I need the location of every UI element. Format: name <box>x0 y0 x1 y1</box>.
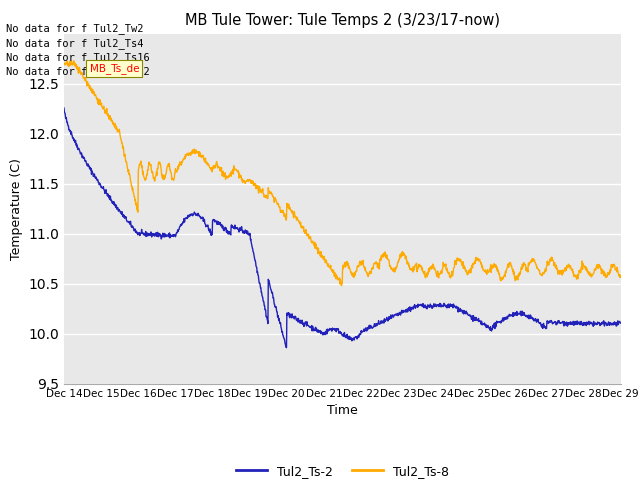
Tul2_Ts-2 <box>297 318 305 324</box>
Tul2_Ts-2 <box>60 105 68 111</box>
Tul2_Ts-8 <box>104 113 111 119</box>
Tul2_Ts-2 <box>318 331 326 336</box>
Tul2_Ts-8 <box>318 254 326 260</box>
Tul2_Ts-2 <box>617 320 625 326</box>
Title: MB Tule Tower: Tule Temps 2 (3/23/17-now): MB Tule Tower: Tule Temps 2 (3/23/17-now… <box>185 13 500 28</box>
Tul2_Ts-8 <box>126 174 134 180</box>
Tul2_Ts-8 <box>617 273 625 279</box>
Text: No data for f Tul2_Ts4: No data for f Tul2_Ts4 <box>6 37 144 48</box>
Tul2_Ts-8 <box>338 283 346 288</box>
Tul2_Ts-2 <box>378 318 385 324</box>
Text: No data for f Tul2_Ts32: No data for f Tul2_Ts32 <box>6 66 150 77</box>
Text: MB_Ts_de: MB_Ts_de <box>90 63 139 74</box>
Tul2_Ts-2 <box>283 345 291 350</box>
Tul2_Ts-8 <box>378 253 385 259</box>
Tul2_Ts-8 <box>60 60 68 65</box>
Tul2_Ts-2 <box>308 328 316 334</box>
Y-axis label: Temperature (C): Temperature (C) <box>10 158 22 260</box>
Text: No data for f Tul2_Tw2: No data for f Tul2_Tw2 <box>6 23 144 34</box>
Tul2_Ts-2 <box>126 219 134 225</box>
Tul2_Ts-8 <box>297 219 305 225</box>
Tul2_Ts-2 <box>103 192 111 197</box>
Tul2_Ts-8 <box>308 239 316 245</box>
X-axis label: Time: Time <box>327 405 358 418</box>
Line: Tul2_Ts-8: Tul2_Ts-8 <box>64 61 621 286</box>
Legend: Tul2_Ts-2, Tul2_Ts-8: Tul2_Ts-2, Tul2_Ts-8 <box>231 460 454 480</box>
Tul2_Ts-8 <box>70 58 77 64</box>
Text: No data for f Tul2_Ts16: No data for f Tul2_Ts16 <box>6 52 150 63</box>
Line: Tul2_Ts-2: Tul2_Ts-2 <box>64 108 621 348</box>
